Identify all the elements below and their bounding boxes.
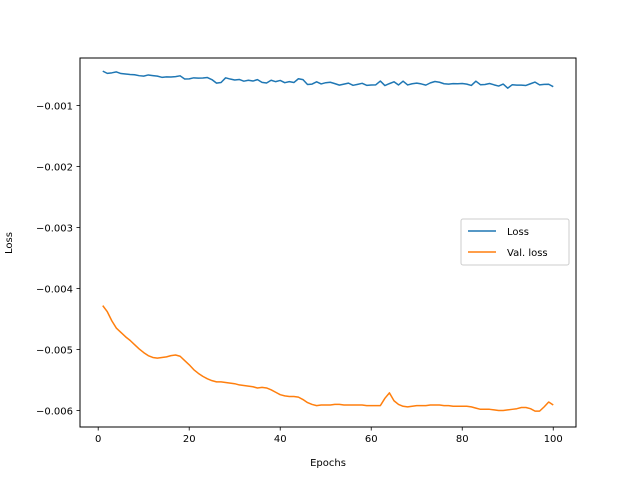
- series-line-loss: [102, 70, 554, 89]
- y-tick-label: −0.002: [36, 163, 73, 174]
- y-axis-label: Loss: [4, 232, 15, 254]
- y-tick-label: −0.005: [36, 346, 73, 357]
- series-line-val-loss: [102, 305, 554, 412]
- x-tick-label: 0: [95, 434, 101, 445]
- x-tick-label: 40: [274, 434, 287, 445]
- x-tick-label: 100: [544, 434, 563, 445]
- y-tick-label: −0.004: [36, 285, 73, 296]
- x-tick-label: 60: [365, 434, 378, 445]
- y-tick-label: −0.001: [36, 102, 73, 113]
- x-axis-label: Epochs: [310, 458, 346, 469]
- legend: Loss Val. loss: [460, 218, 570, 266]
- legend-label-loss: Loss: [507, 227, 529, 238]
- legend-label-val-loss: Val. loss: [507, 248, 548, 259]
- axes-frame: [79, 57, 577, 428]
- axes-layer: [79, 57, 577, 428]
- y-tick-label: −0.003: [36, 224, 73, 235]
- x-axis-ticks: 0 20 40 60 80 100: [95, 427, 563, 445]
- y-axis-ticks: −0.001 −0.002 −0.003 −0.004 −0.005 −0.006: [36, 102, 80, 418]
- y-tick-label: −0.006: [36, 407, 73, 418]
- x-tick-label: 80: [456, 434, 469, 445]
- series-layer: [102, 70, 554, 412]
- x-tick-label: 20: [183, 434, 196, 445]
